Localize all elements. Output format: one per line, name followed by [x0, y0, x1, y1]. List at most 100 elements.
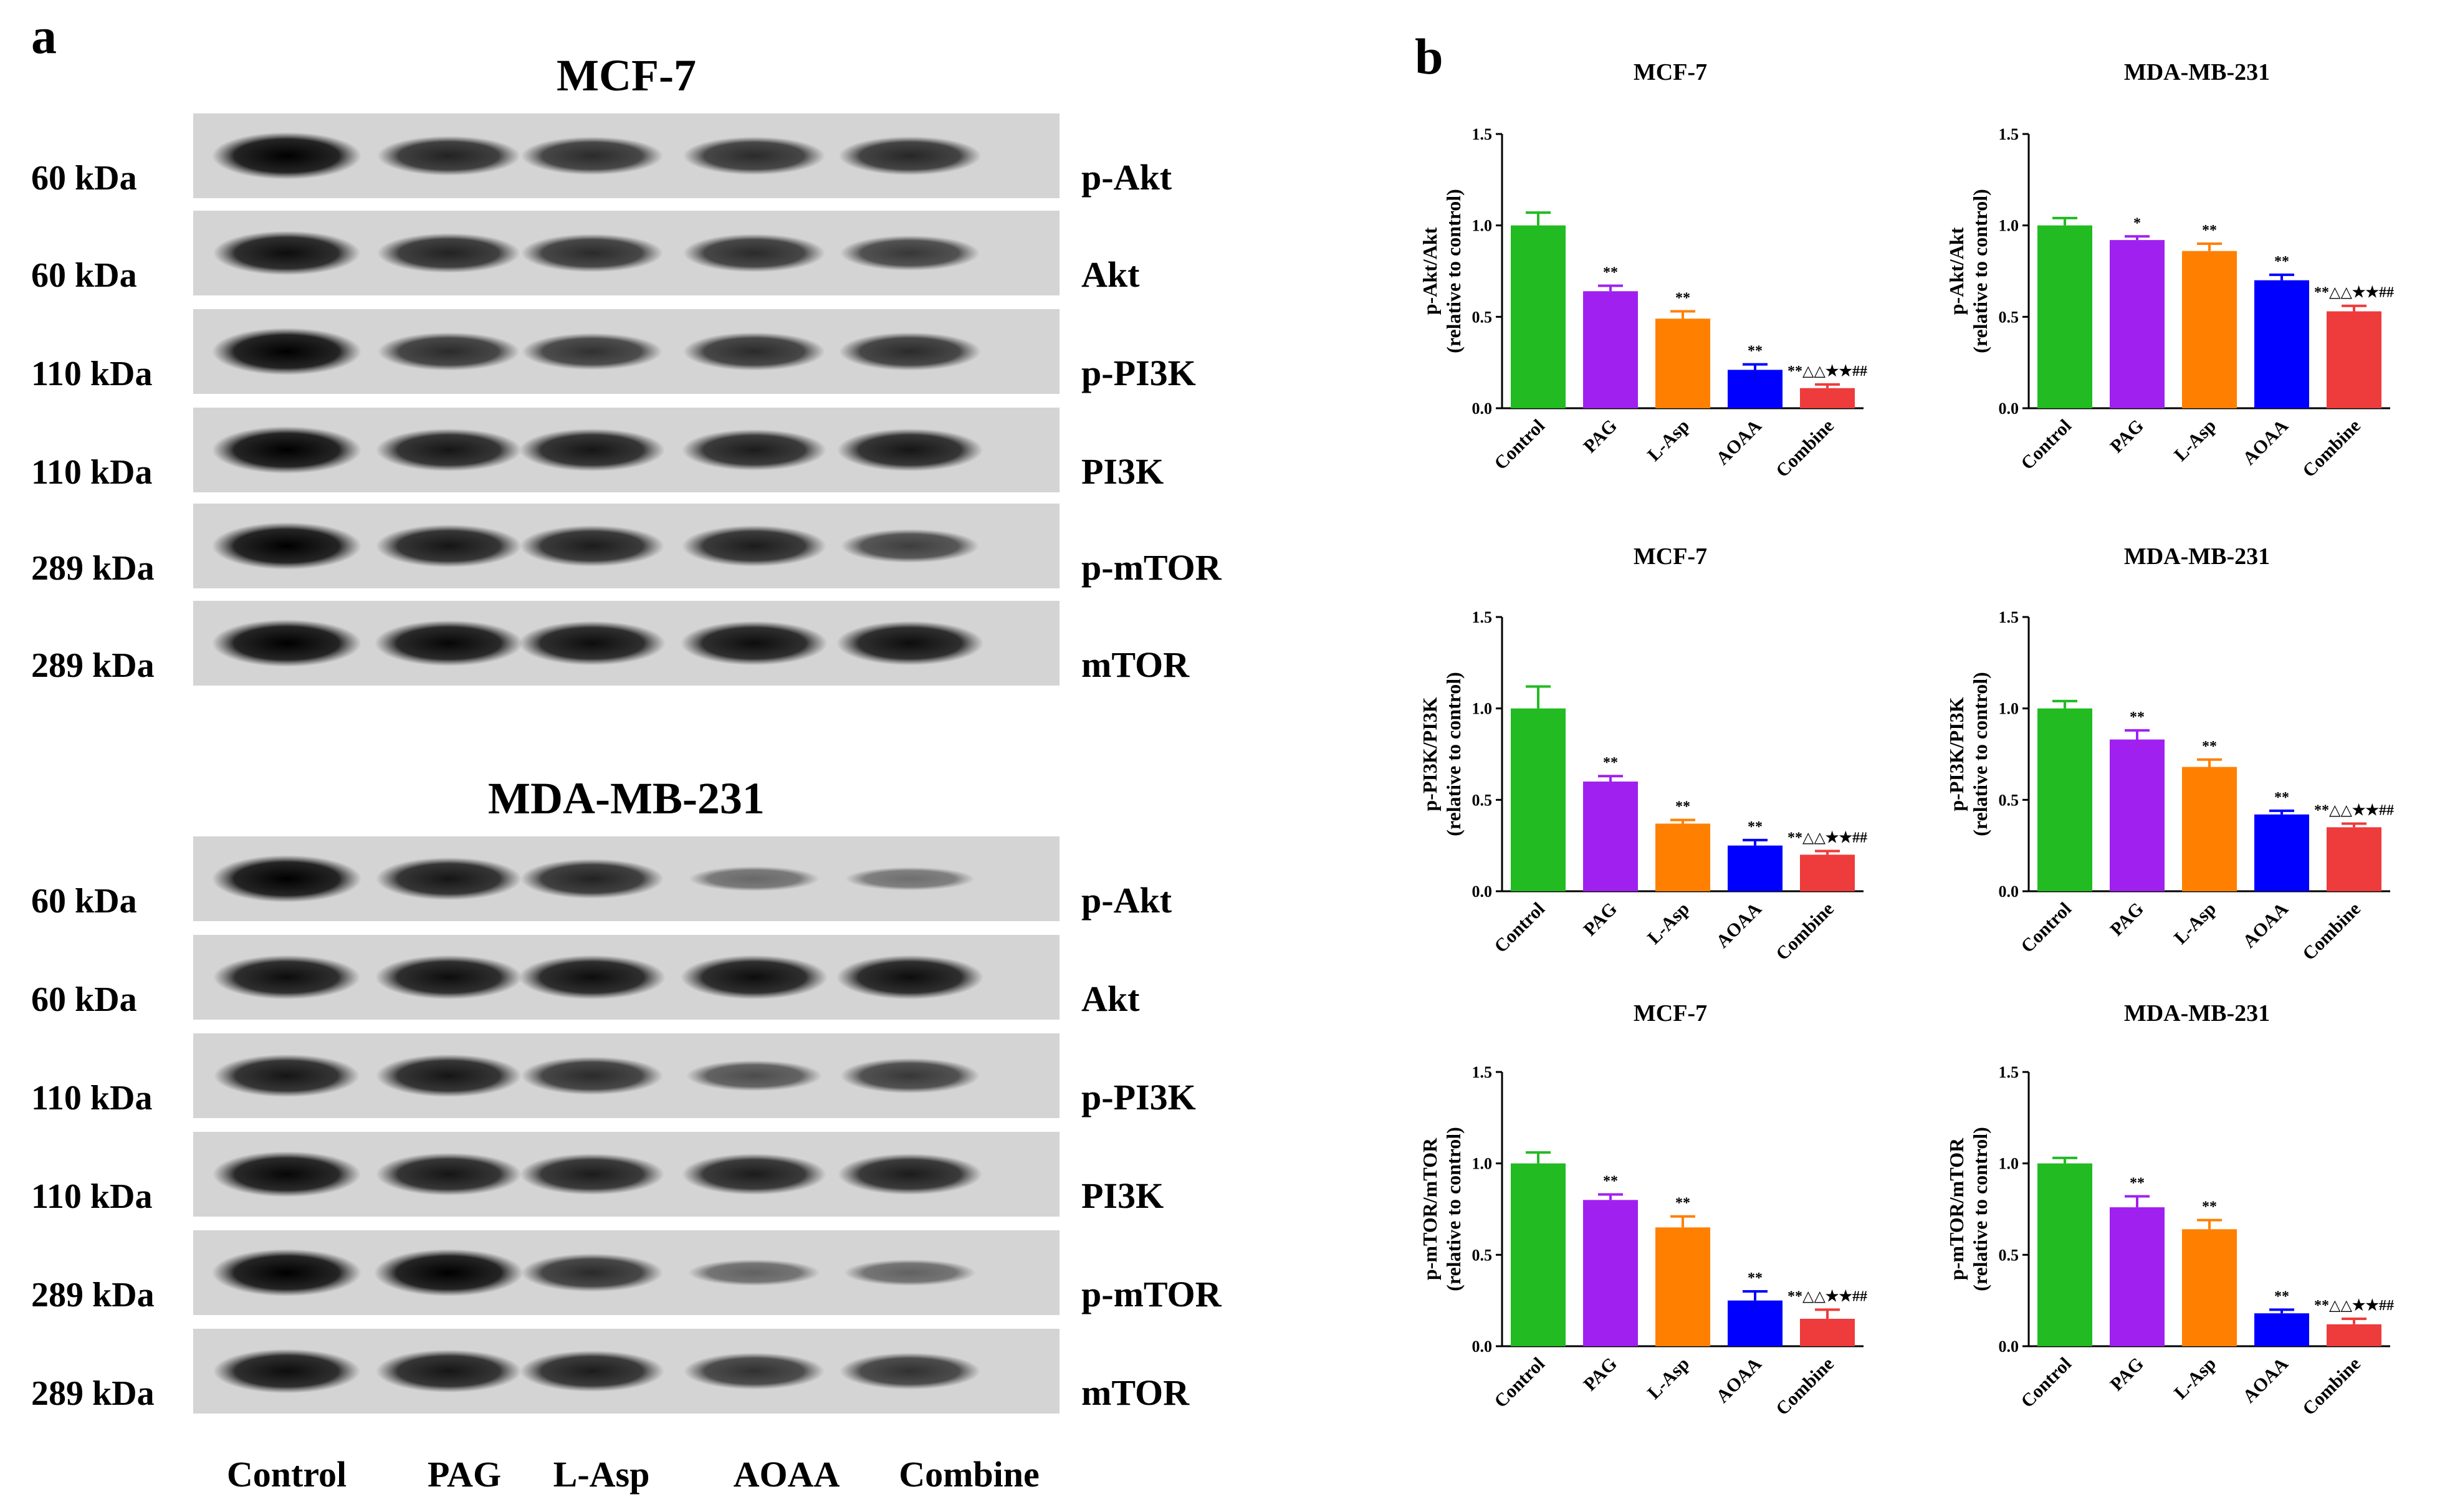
- blot-row: 60 kDa p-Akt: [31, 113, 1172, 198]
- chart-title: MDA-MB-231: [2124, 1000, 2270, 1026]
- panel-b-label: b: [1415, 28, 1443, 85]
- bar-combine: [1800, 1319, 1855, 1346]
- x-tick-label: Combine: [2299, 416, 2365, 482]
- bar-chart: MDA-MB-231 0.0 0.5 1.0 1.5 p-Akt/Akt(relative…: [1945, 59, 2394, 481]
- blot-band: [212, 620, 361, 667]
- x-tick-label: L-Asp: [1644, 416, 1693, 466]
- blot-title-1: MDA-MB-231: [488, 773, 765, 823]
- blot-band: [683, 234, 825, 272]
- bar-l-asp: [2182, 767, 2237, 891]
- x-tick-label: Combine: [2299, 899, 2365, 965]
- x-tick-label: L-Asp: [2170, 416, 2220, 466]
- x-tick-label: Control: [1490, 899, 1549, 957]
- chart-title: MCF-7: [1634, 543, 1707, 570]
- blot-band: [213, 1349, 360, 1394]
- blot-band: [213, 231, 360, 275]
- blot-band: [519, 955, 666, 1000]
- y-axis-label: p-mTOR/mTOR(relative to control): [1945, 1127, 1991, 1291]
- y-tick-label: 1.5: [1472, 125, 1493, 143]
- kda-label: 110 kDa: [31, 1177, 153, 1216]
- blot-band: [521, 1056, 663, 1095]
- blot-row: 110 kDa PI3K: [31, 408, 1164, 492]
- blot-row: 110 kDa p-PI3K: [31, 309, 1196, 394]
- y-axis-label: p-PI3K/PI3K(relative to control): [1945, 672, 1991, 836]
- blot-band: [520, 525, 664, 567]
- y-tick-label: 0.5: [1472, 1246, 1493, 1264]
- y-tick-label: 1.0: [1999, 700, 2019, 718]
- x-tick-label: Combine: [1772, 1354, 1838, 1420]
- significance-label: *: [2133, 215, 2141, 231]
- x-tick-label: L-Asp: [2170, 1354, 2220, 1404]
- significance-label: **: [1675, 1195, 1690, 1212]
- blot-band: [519, 621, 666, 666]
- significance-label: **△△★★##: [2314, 285, 2394, 301]
- blot-band: [837, 428, 983, 472]
- protein-label: mTOR: [1081, 644, 1190, 685]
- x-tick-label: PAG: [1579, 899, 1621, 940]
- significance-label: **: [2130, 709, 2145, 725]
- bar-chart: MDA-MB-231 0.0 0.5 1.0 1.5 p-PI3K/PI3K(relati…: [1945, 543, 2394, 964]
- y-tick-label: 0.5: [1999, 308, 2019, 326]
- kda-label: 60 kDa: [31, 256, 137, 295]
- bar-aoaa: [1728, 370, 1783, 408]
- bar-control: [1511, 225, 1566, 408]
- blot-band: [681, 621, 828, 666]
- bar-aoaa: [1728, 845, 1783, 891]
- y-tick-label: 1.0: [1472, 1155, 1493, 1173]
- bar-chart: MCF-7 0.0 0.5 1.0 1.5 p-mTOR/mTOR(relative to…: [1419, 1000, 1867, 1419]
- blot-band: [681, 955, 828, 1000]
- y-axis-label: p-PI3K/PI3K(relative to control): [1419, 672, 1465, 836]
- panel-a-label: a: [31, 7, 57, 64]
- kda-label: 110 kDa: [31, 355, 153, 393]
- y-tick-label: 0.0: [1999, 1337, 2019, 1356]
- blot-band: [213, 955, 360, 1000]
- x-tick-label: AOAA: [2239, 1353, 2292, 1407]
- bar-l-asp: [1655, 1227, 1710, 1346]
- x-tick-label: L-Asp: [2170, 899, 2220, 949]
- y-tick-label: 1.0: [1999, 1155, 2019, 1173]
- bar-l-asp: [1655, 823, 1710, 891]
- blot-band: [214, 1054, 360, 1098]
- blot-band: [520, 859, 664, 899]
- blot-row: 60 kDa p-Akt: [31, 836, 1172, 921]
- blot-band: [683, 136, 825, 175]
- x-tick-label: Control: [1490, 416, 1549, 474]
- kda-label: 60 kDa: [31, 980, 137, 1019]
- blot-band: [844, 1259, 976, 1286]
- x-tick-label: Combine: [2299, 1354, 2365, 1420]
- x-tick-label: Control: [2017, 899, 2075, 957]
- y-tick-label: 0.5: [1472, 791, 1493, 809]
- bar-pag: [1583, 291, 1638, 408]
- blot-row: 289 kDa p-mTOR: [31, 504, 1222, 588]
- blot-band: [840, 1352, 980, 1390]
- bar-chart: MCF-7 0.0 0.5 1.0 1.5 p-Akt/Akt(relative to c…: [1419, 59, 1867, 481]
- protein-label: p-Akt: [1081, 157, 1172, 198]
- y-tick-label: 0.0: [1999, 883, 2019, 901]
- protein-label: p-PI3K: [1081, 353, 1196, 393]
- y-tick-label: 1.5: [1999, 125, 2019, 143]
- y-tick-label: 0.5: [1999, 791, 2019, 809]
- y-tick-label: 1.5: [1999, 1063, 2019, 1081]
- x-tick-label: L-Asp: [1644, 1354, 1693, 1404]
- significance-label: **: [1675, 290, 1690, 307]
- y-tick-label: 0.0: [1472, 883, 1493, 901]
- protein-label: PI3K: [1081, 451, 1164, 492]
- blot-band: [682, 1153, 826, 1195]
- blot-band: [840, 1058, 980, 1094]
- blot-band: [689, 866, 820, 891]
- significance-label: **△△★★##: [1787, 363, 1867, 380]
- blot-band: [377, 233, 520, 273]
- significance-label: **: [1675, 799, 1690, 815]
- significance-label: **: [2274, 254, 2289, 270]
- significance-label: **: [1603, 755, 1618, 771]
- blot-band: [374, 1249, 524, 1296]
- significance-label: **: [2274, 1288, 2289, 1304]
- kda-label: 289 kDa: [31, 1276, 155, 1314]
- bar-control: [2037, 708, 2092, 891]
- kda-label: 110 kDa: [31, 1079, 153, 1117]
- blot-row: 60 kDa Akt: [31, 935, 1140, 1020]
- y-tick-label: 1.0: [1999, 217, 2019, 235]
- significance-label: **: [1748, 819, 1763, 835]
- significance-label: **: [2202, 1199, 2217, 1215]
